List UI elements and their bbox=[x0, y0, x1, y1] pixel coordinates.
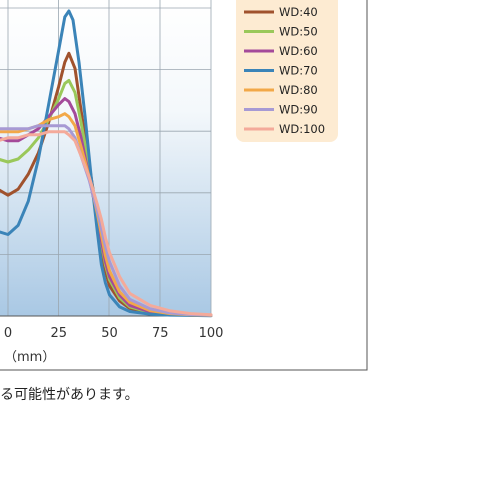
legend-label: WD:70 bbox=[279, 64, 318, 78]
x-tick-label: 0 bbox=[4, 326, 12, 341]
legend-label: WD:100 bbox=[279, 122, 325, 136]
legend-box bbox=[236, 0, 338, 142]
legend-label: WD:90 bbox=[279, 103, 318, 117]
x-tick-label: 100 bbox=[199, 326, 224, 341]
footnote-text: る可能性があります。 bbox=[0, 387, 139, 403]
x-axis-unit: （mm） bbox=[4, 350, 55, 365]
legend-label: WD:50 bbox=[279, 25, 318, 39]
series-lines bbox=[0, 9, 213, 318]
legend-label: WD:60 bbox=[279, 44, 318, 58]
series-line-wd-70 bbox=[0, 9, 213, 318]
legend-label: WD:80 bbox=[279, 83, 318, 97]
x-tick-label: 25 bbox=[50, 326, 67, 341]
legend: WD:40 WD:50 WD:60 WD:70 WD:80 WD:90 WD:100 bbox=[236, 0, 338, 142]
x-tick-labels: 0 25 50 75 100 bbox=[4, 326, 224, 341]
x-tick-label: 75 bbox=[152, 326, 169, 341]
series-line-wd-100 bbox=[0, 130, 213, 317]
clipped-text-strip bbox=[0, 490, 500, 500]
x-tick-label: 50 bbox=[101, 326, 118, 341]
legend-label: WD:40 bbox=[279, 5, 318, 19]
